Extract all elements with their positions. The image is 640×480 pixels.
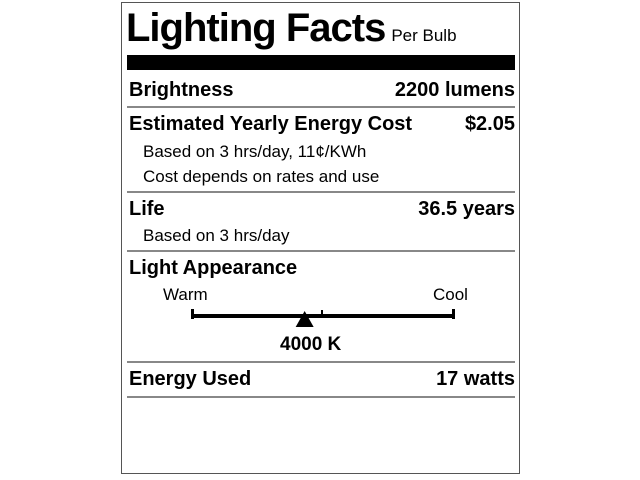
label-subtitle: Per Bulb (391, 26, 457, 45)
energy-cost-value: $2.05 (464, 113, 515, 135)
energy-cost-note: Cost depends on rates and use (143, 167, 380, 186)
brightness-row: Brightness 2200 lumens (129, 79, 515, 102)
energy-used-label: Energy Used (129, 368, 252, 390)
divider (127, 250, 515, 252)
color-temperature-scale (191, 314, 455, 318)
warm-label: Warm (163, 285, 208, 304)
color-temperature-value: 4000 K (280, 334, 342, 355)
scale-end-tick (452, 309, 455, 319)
divider (127, 191, 515, 193)
divider (127, 361, 515, 363)
life-value: 36.5 years (418, 198, 515, 220)
brightness-label: Brightness (129, 79, 234, 101)
scale-end-tick (191, 309, 194, 319)
energy-used-value: 17 watts (436, 368, 515, 390)
divider (127, 106, 515, 108)
divider (127, 396, 515, 398)
scale-mid-tick (321, 310, 323, 316)
energy-used-row: Energy Used 17 watts (129, 368, 515, 391)
energy-cost-label: Estimated Yearly Energy Cost (129, 113, 413, 135)
life-note: Based on 3 hrs/day (143, 226, 290, 245)
lighting-facts-label (121, 2, 520, 474)
title-row: Lighting Facts Per Bulb (126, 6, 457, 51)
cool-label: Cool (433, 285, 468, 304)
brightness-value: 2200 lumens (394, 79, 515, 101)
life-row: Life 36.5 years (129, 198, 515, 221)
label-title: Lighting Facts (126, 6, 386, 50)
light-appearance-label: Light Appearance (129, 257, 298, 279)
title-bar (127, 55, 515, 70)
life-label: Life (129, 198, 165, 220)
energy-cost-row: Estimated Yearly Energy Cost $2.05 (129, 113, 515, 136)
energy-cost-note: Based on 3 hrs/day, 11¢/KWh (143, 142, 367, 161)
indicator-triangle-icon (295, 311, 314, 327)
